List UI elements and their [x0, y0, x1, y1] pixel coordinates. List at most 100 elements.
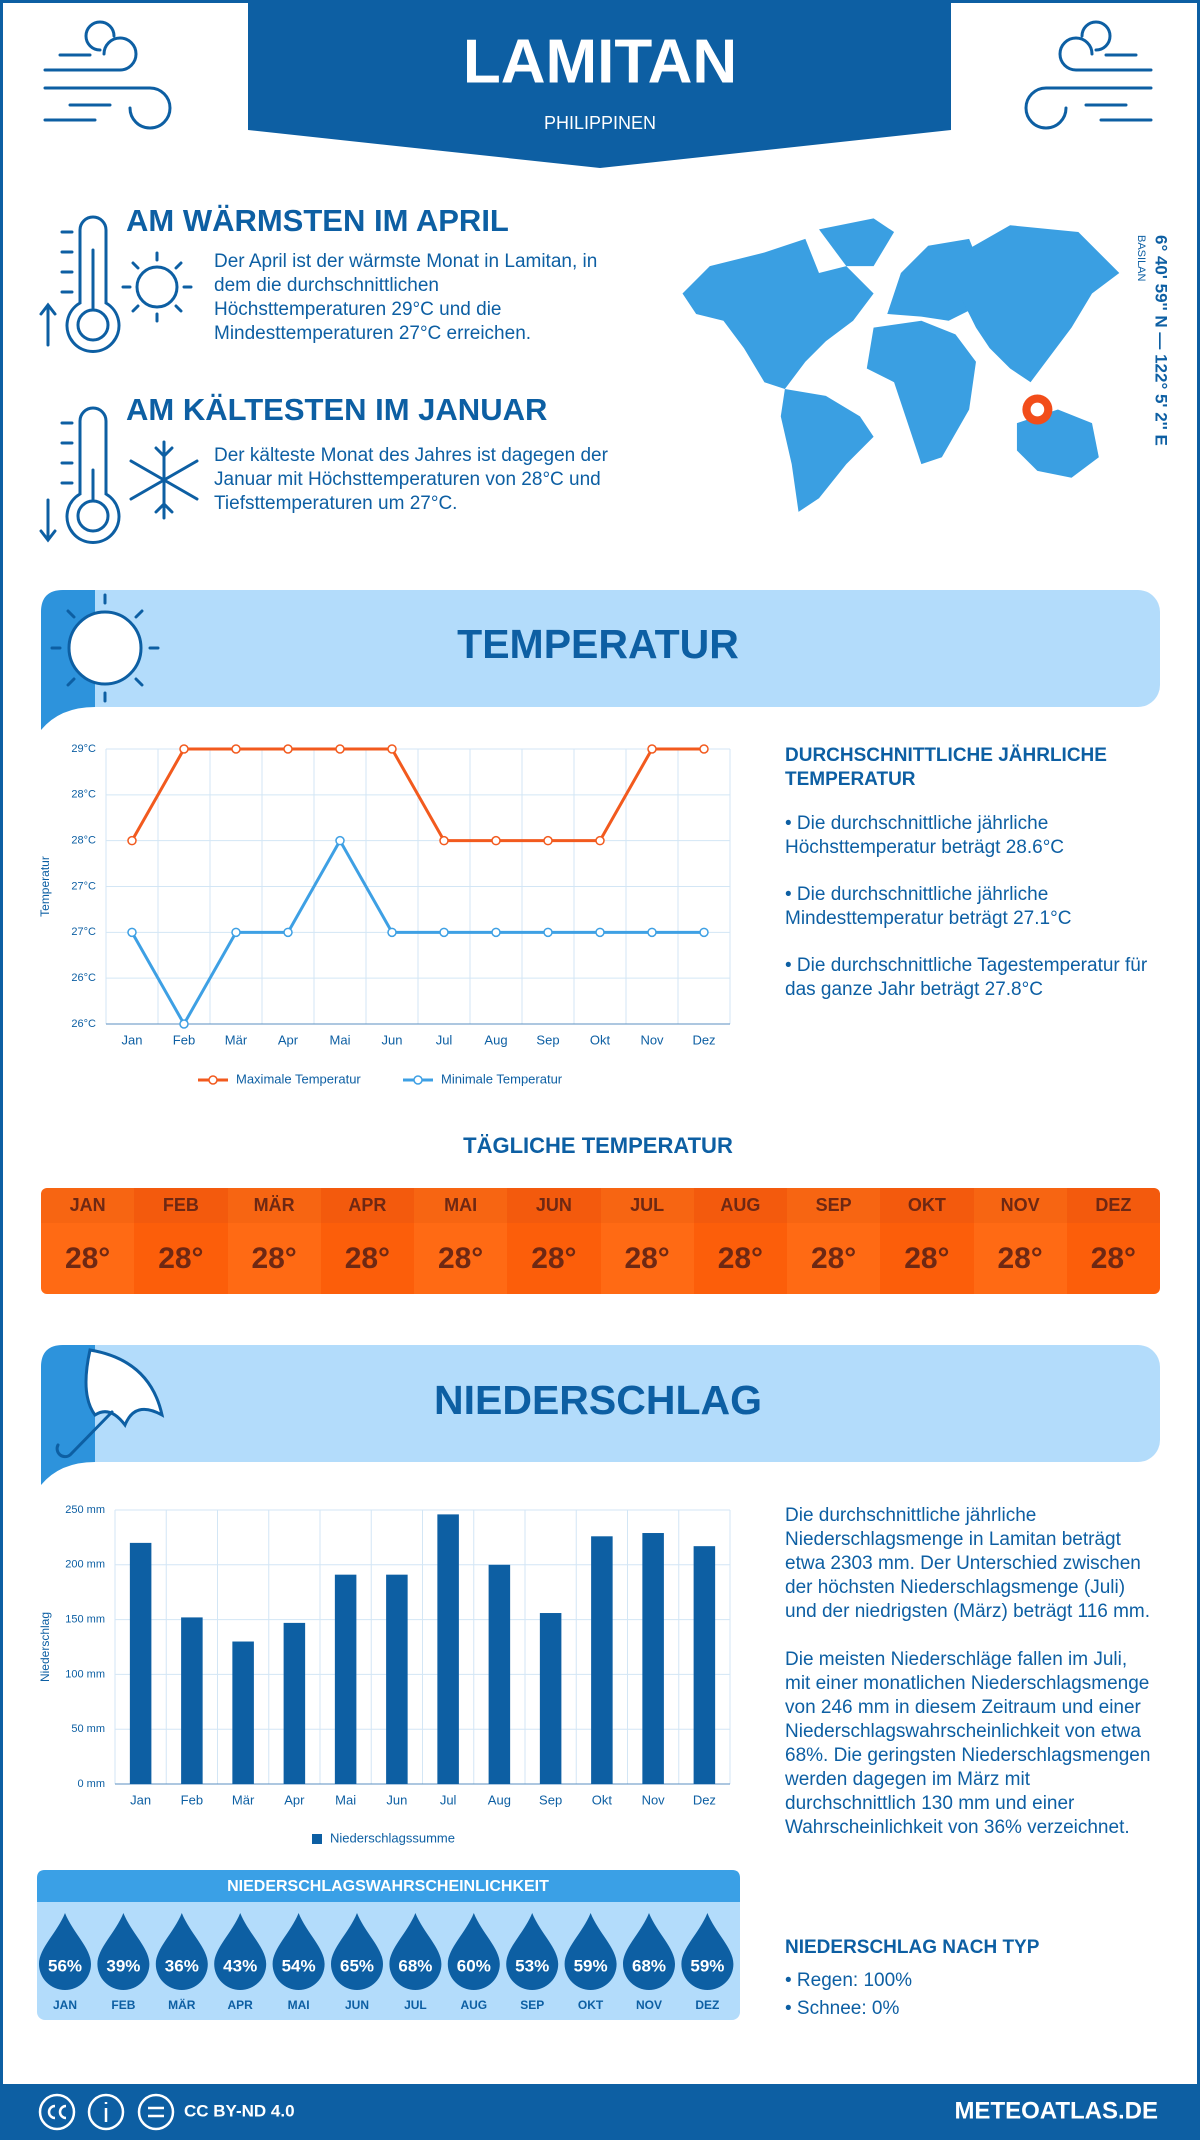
x-tick-label: Jul — [440, 1792, 457, 1807]
point — [283, 744, 293, 754]
section-title: NIEDERSCHLAG — [434, 1377, 762, 1423]
coldest-text: Der kälteste Monat des Jahres ist dagege… — [214, 445, 608, 514]
bar — [437, 1514, 459, 1784]
x-tick-label: Okt — [590, 1032, 611, 1047]
bar — [591, 1536, 613, 1784]
type-item: • Regen: 100% — [785, 1970, 913, 1991]
bullet: • Die durchschnittliche Tagestemperatur … — [785, 955, 1148, 1000]
precipitation-text: Die durchschnittliche jährliche Niedersc… — [785, 1504, 1155, 1864]
y-axis-title: Niederschlag — [38, 1612, 52, 1682]
point — [595, 927, 605, 938]
point — [491, 835, 501, 846]
daily-value: 28° — [600, 1223, 694, 1294]
probability-drop — [155, 1913, 208, 1991]
x-tick-label: Jan — [122, 1032, 143, 1047]
legend-swatch — [312, 1834, 322, 1844]
probability-month: MAI — [288, 1998, 310, 2012]
series-line — [130, 837, 704, 1028]
wind-icon-part — [43, 20, 172, 130]
y-tick-label: 29°C — [71, 743, 96, 755]
point — [543, 835, 553, 846]
legend-point — [413, 1075, 423, 1085]
bar — [488, 1564, 511, 1784]
daily-value: 28° — [507, 1223, 601, 1294]
probability-month: AUG — [460, 1998, 487, 2012]
bar — [386, 1574, 408, 1784]
world-map-part — [866, 320, 976, 465]
daily-month: JAN — [41, 1188, 135, 1223]
world-map — [682, 218, 1120, 512]
wind-icon — [43, 20, 1153, 130]
probability-drop — [39, 1913, 91, 1990]
paragraph: Die meisten Niederschläge fallen im Juli… — [785, 1649, 1151, 1838]
point — [387, 927, 397, 938]
bar — [232, 1641, 254, 1784]
legend-label: Maximale Temperatur — [236, 1071, 361, 1086]
bullet: • Die durchschnittliche jährliche Höchst… — [785, 813, 1065, 858]
probability-label: 60% — [457, 1956, 491, 1975]
legend-point — [208, 1075, 218, 1085]
x-tick-label: Mai — [335, 1792, 356, 1807]
point — [127, 835, 137, 846]
point — [283, 927, 293, 938]
umbrella-icon — [55, 1348, 165, 1459]
region: BASILAN — [1135, 235, 1147, 282]
license-icons — [38, 2093, 175, 2131]
probability-drop — [681, 1913, 734, 1991]
country: PHILIPPINEN — [544, 113, 656, 133]
probability-month: FEB — [111, 1998, 135, 2012]
probability-header — [37, 1870, 740, 1902]
probability-label: 54% — [282, 1956, 316, 1975]
probability-drop — [447, 1913, 500, 1991]
section-title: TEMPERATUR — [457, 621, 739, 667]
temperature-banner — [41, 590, 1160, 707]
y-tick-label: 26°C — [71, 1018, 96, 1030]
probability-drop — [214, 1913, 267, 1990]
x-tick-label: Nov — [640, 1032, 664, 1047]
point — [335, 744, 345, 754]
x-tick-label: Apr — [284, 1792, 305, 1807]
sun-icon-part — [50, 593, 160, 703]
probability-month: DEZ — [695, 1998, 719, 2012]
y-tick-label: 26°C — [71, 972, 96, 984]
bullet: • Die durchschnittliche jährliche Mindes… — [785, 884, 1072, 929]
footer-bar — [0, 2084, 1200, 2140]
probability-month: APR — [228, 1998, 254, 2012]
point — [699, 744, 709, 754]
world-map-part — [780, 389, 874, 512]
daily-month: SEP — [787, 1188, 881, 1223]
thermometer-cold-icon-part — [39, 421, 95, 543]
precipitation-type-title: NIEDERSCHLAG NACH TYP — [785, 1937, 1040, 1958]
x-tick-label: Dez — [692, 1032, 715, 1047]
point — [179, 1019, 189, 1029]
daily-value: 28° — [414, 1223, 508, 1294]
probability-month: JUL — [404, 1998, 427, 2012]
probability-drop — [506, 1913, 559, 1991]
bar — [539, 1613, 562, 1784]
x-tick-label: Feb — [181, 1792, 203, 1807]
thermometer-warm-icon-part — [76, 308, 110, 342]
daily-month: OKT — [880, 1188, 974, 1223]
coordinates: 6° 40' 59'' N — 122° 5' 2'' E — [1152, 235, 1171, 446]
daily-value: 28° — [134, 1223, 228, 1294]
umbrella-icon-part — [84, 1348, 165, 1429]
thermometer-warm-icon-part — [135, 265, 179, 309]
y-tick-label: 250 mm — [65, 1504, 105, 1516]
daily-value: 28° — [227, 1223, 321, 1294]
paragraph: Die durchschnittliche jährliche Niedersc… — [785, 1505, 1151, 1622]
probability-drop — [564, 1913, 617, 1991]
world-map-part — [1030, 402, 1045, 417]
bar — [283, 1622, 306, 1784]
thermometer-cold-icon — [39, 406, 199, 544]
probability-month: MÄR — [168, 1997, 196, 2012]
x-tick-label: Mär — [225, 1032, 248, 1047]
daily-month: NOV — [973, 1188, 1067, 1223]
world-map-part — [962, 225, 1120, 383]
point — [439, 927, 449, 938]
bar — [129, 1542, 152, 1784]
daily-month: MÄR — [227, 1188, 321, 1223]
world-map-part — [1016, 409, 1099, 478]
point — [439, 835, 449, 846]
